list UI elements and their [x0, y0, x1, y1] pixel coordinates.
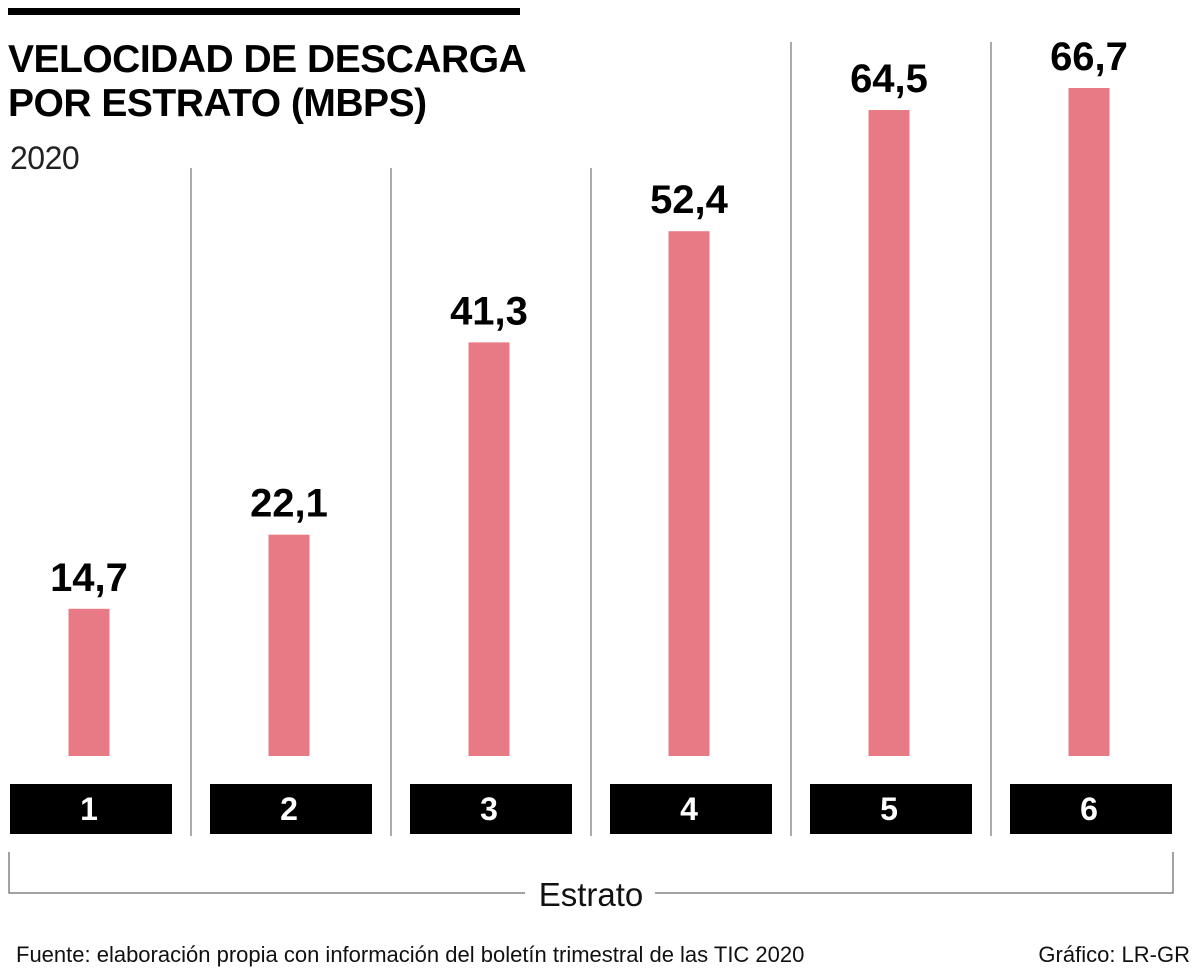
category-label: 5: [880, 791, 898, 827]
data-label: 64,5: [850, 57, 928, 101]
axis-bracket-left: [8, 852, 525, 894]
category-label: 6: [1080, 791, 1098, 827]
category-box: [10, 784, 172, 834]
bar-estrato-4: [668, 231, 710, 757]
data-label: 66,7: [1050, 35, 1128, 79]
category-box: [210, 784, 372, 834]
chart-title-line-2: POR ESTRATO (MBPS): [8, 82, 427, 125]
graphic-credit: Gráfico: LR-GR: [1038, 942, 1190, 967]
category-box: [610, 784, 772, 834]
axis-bracket-right: [655, 852, 1174, 894]
data-label: 14,7: [50, 556, 128, 600]
x-axis-label: Estrato: [539, 876, 644, 913]
category-box: [410, 784, 572, 834]
chart-subtitle: 2020: [10, 140, 80, 176]
category-label: 1: [80, 791, 98, 827]
category-box: [1010, 784, 1172, 834]
category-box: [810, 784, 972, 834]
category-label: 4: [680, 791, 698, 827]
category-label: 3: [480, 791, 498, 827]
chart-title: VELOCIDAD DE DESCARGA POR ESTRATO (MBPS): [8, 38, 568, 126]
data-label: 22,1: [250, 482, 328, 526]
bar-estrato-2: [268, 534, 310, 756]
data-label: 52,4: [650, 178, 729, 222]
source-note: Fuente: elaboración propia con informaci…: [16, 942, 805, 967]
top-rule: [8, 8, 520, 15]
bar-estrato-6: [1068, 88, 1110, 756]
category-label: 2: [280, 791, 298, 827]
bar-estrato-5: [868, 110, 910, 757]
bar-estrato-3: [468, 342, 510, 756]
data-label: 41,3: [450, 289, 528, 333]
chart-title-line-1: VELOCIDAD DE DESCARGA: [8, 38, 527, 81]
bar-estrato-1: [68, 608, 110, 756]
